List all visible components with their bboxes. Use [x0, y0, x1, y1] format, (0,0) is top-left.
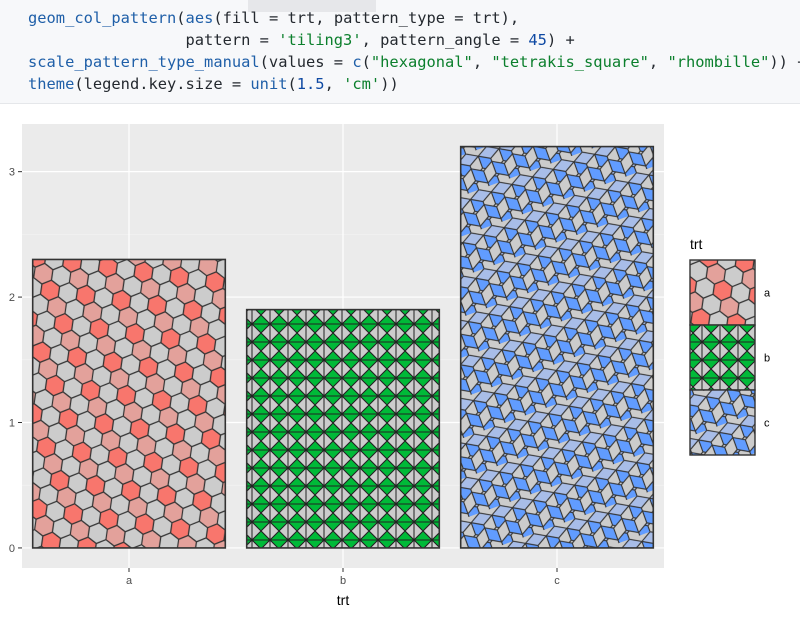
bar-a [31, 258, 227, 549]
y-tick-label: 3 [9, 167, 15, 179]
code-token: theme [28, 75, 75, 93]
code-line: scale_pattern_type_manual(values = c("he… [28, 51, 800, 73]
legend: trt a b c [689, 236, 771, 456]
code-line: pattern = 'tiling3', pattern_angle = 45)… [28, 29, 575, 51]
code-token: 1.5 [296, 75, 325, 93]
code-block: geom_col_pattern(aes(fill = trt, pattern… [0, 0, 800, 104]
code-token: unit [250, 75, 288, 93]
code-line: geom_col_pattern(aes(fill = trt, pattern… [28, 7, 519, 29]
code-line: theme(legend.key.size = unit(1.5, 'cm')) [28, 73, 399, 95]
y-tick-label: 1 [9, 418, 15, 430]
legend-label-c: c [764, 418, 770, 430]
legend-label-b: b [764, 353, 770, 365]
legend-key-a [689, 259, 756, 326]
x-tick-label: c [554, 575, 560, 587]
code-token: 45 [528, 31, 547, 49]
code-token: 'tiling3' [278, 31, 362, 49]
code-token: "tetrakis_square" [491, 53, 649, 71]
code-token: ( [287, 75, 297, 93]
code-token: pattern = [28, 31, 279, 49]
y-tick-label: 2 [9, 292, 15, 304]
code-token: , pattern_angle = [361, 31, 529, 49]
code-token: (values = [259, 53, 353, 71]
code-token: ( [361, 53, 371, 71]
code-token: scale_pattern_type_manual [28, 53, 260, 71]
x-tick-label: a [126, 575, 133, 587]
code-token: )) + [769, 53, 800, 71]
code-token: "rhombille" [667, 53, 770, 71]
x-tick-label: b [340, 575, 346, 587]
code-token: ) + [546, 31, 575, 49]
y-axis: 0 1 2 3 [9, 167, 22, 555]
code-token: "hexagonal" [370, 53, 473, 71]
code-token: ( [176, 9, 186, 27]
code-token: aes [185, 9, 214, 27]
code-token: , [472, 53, 492, 71]
bar-c [459, 145, 655, 549]
legend-title: trt [690, 236, 703, 252]
code-tab [248, 0, 376, 12]
bar-b [245, 308, 441, 549]
code-token: 'cm' [343, 75, 381, 93]
code-token: geom_col_pattern [28, 9, 177, 27]
code-token: (legend.key.size = [74, 75, 251, 93]
legend-key-b [689, 324, 756, 391]
code-token: , [324, 75, 344, 93]
code-token: , [648, 53, 668, 71]
code-token: (fill = trt, pattern_type = trt), [213, 9, 520, 27]
bars [31, 145, 655, 549]
y-tick-label: 0 [9, 543, 15, 555]
legend-label-a: a [764, 288, 771, 300]
legend-key-c [689, 389, 756, 456]
code-token: )) [380, 75, 399, 93]
x-axis: a b c [126, 568, 560, 587]
code-token: c [352, 53, 362, 71]
x-axis-title: trt [337, 592, 350, 608]
